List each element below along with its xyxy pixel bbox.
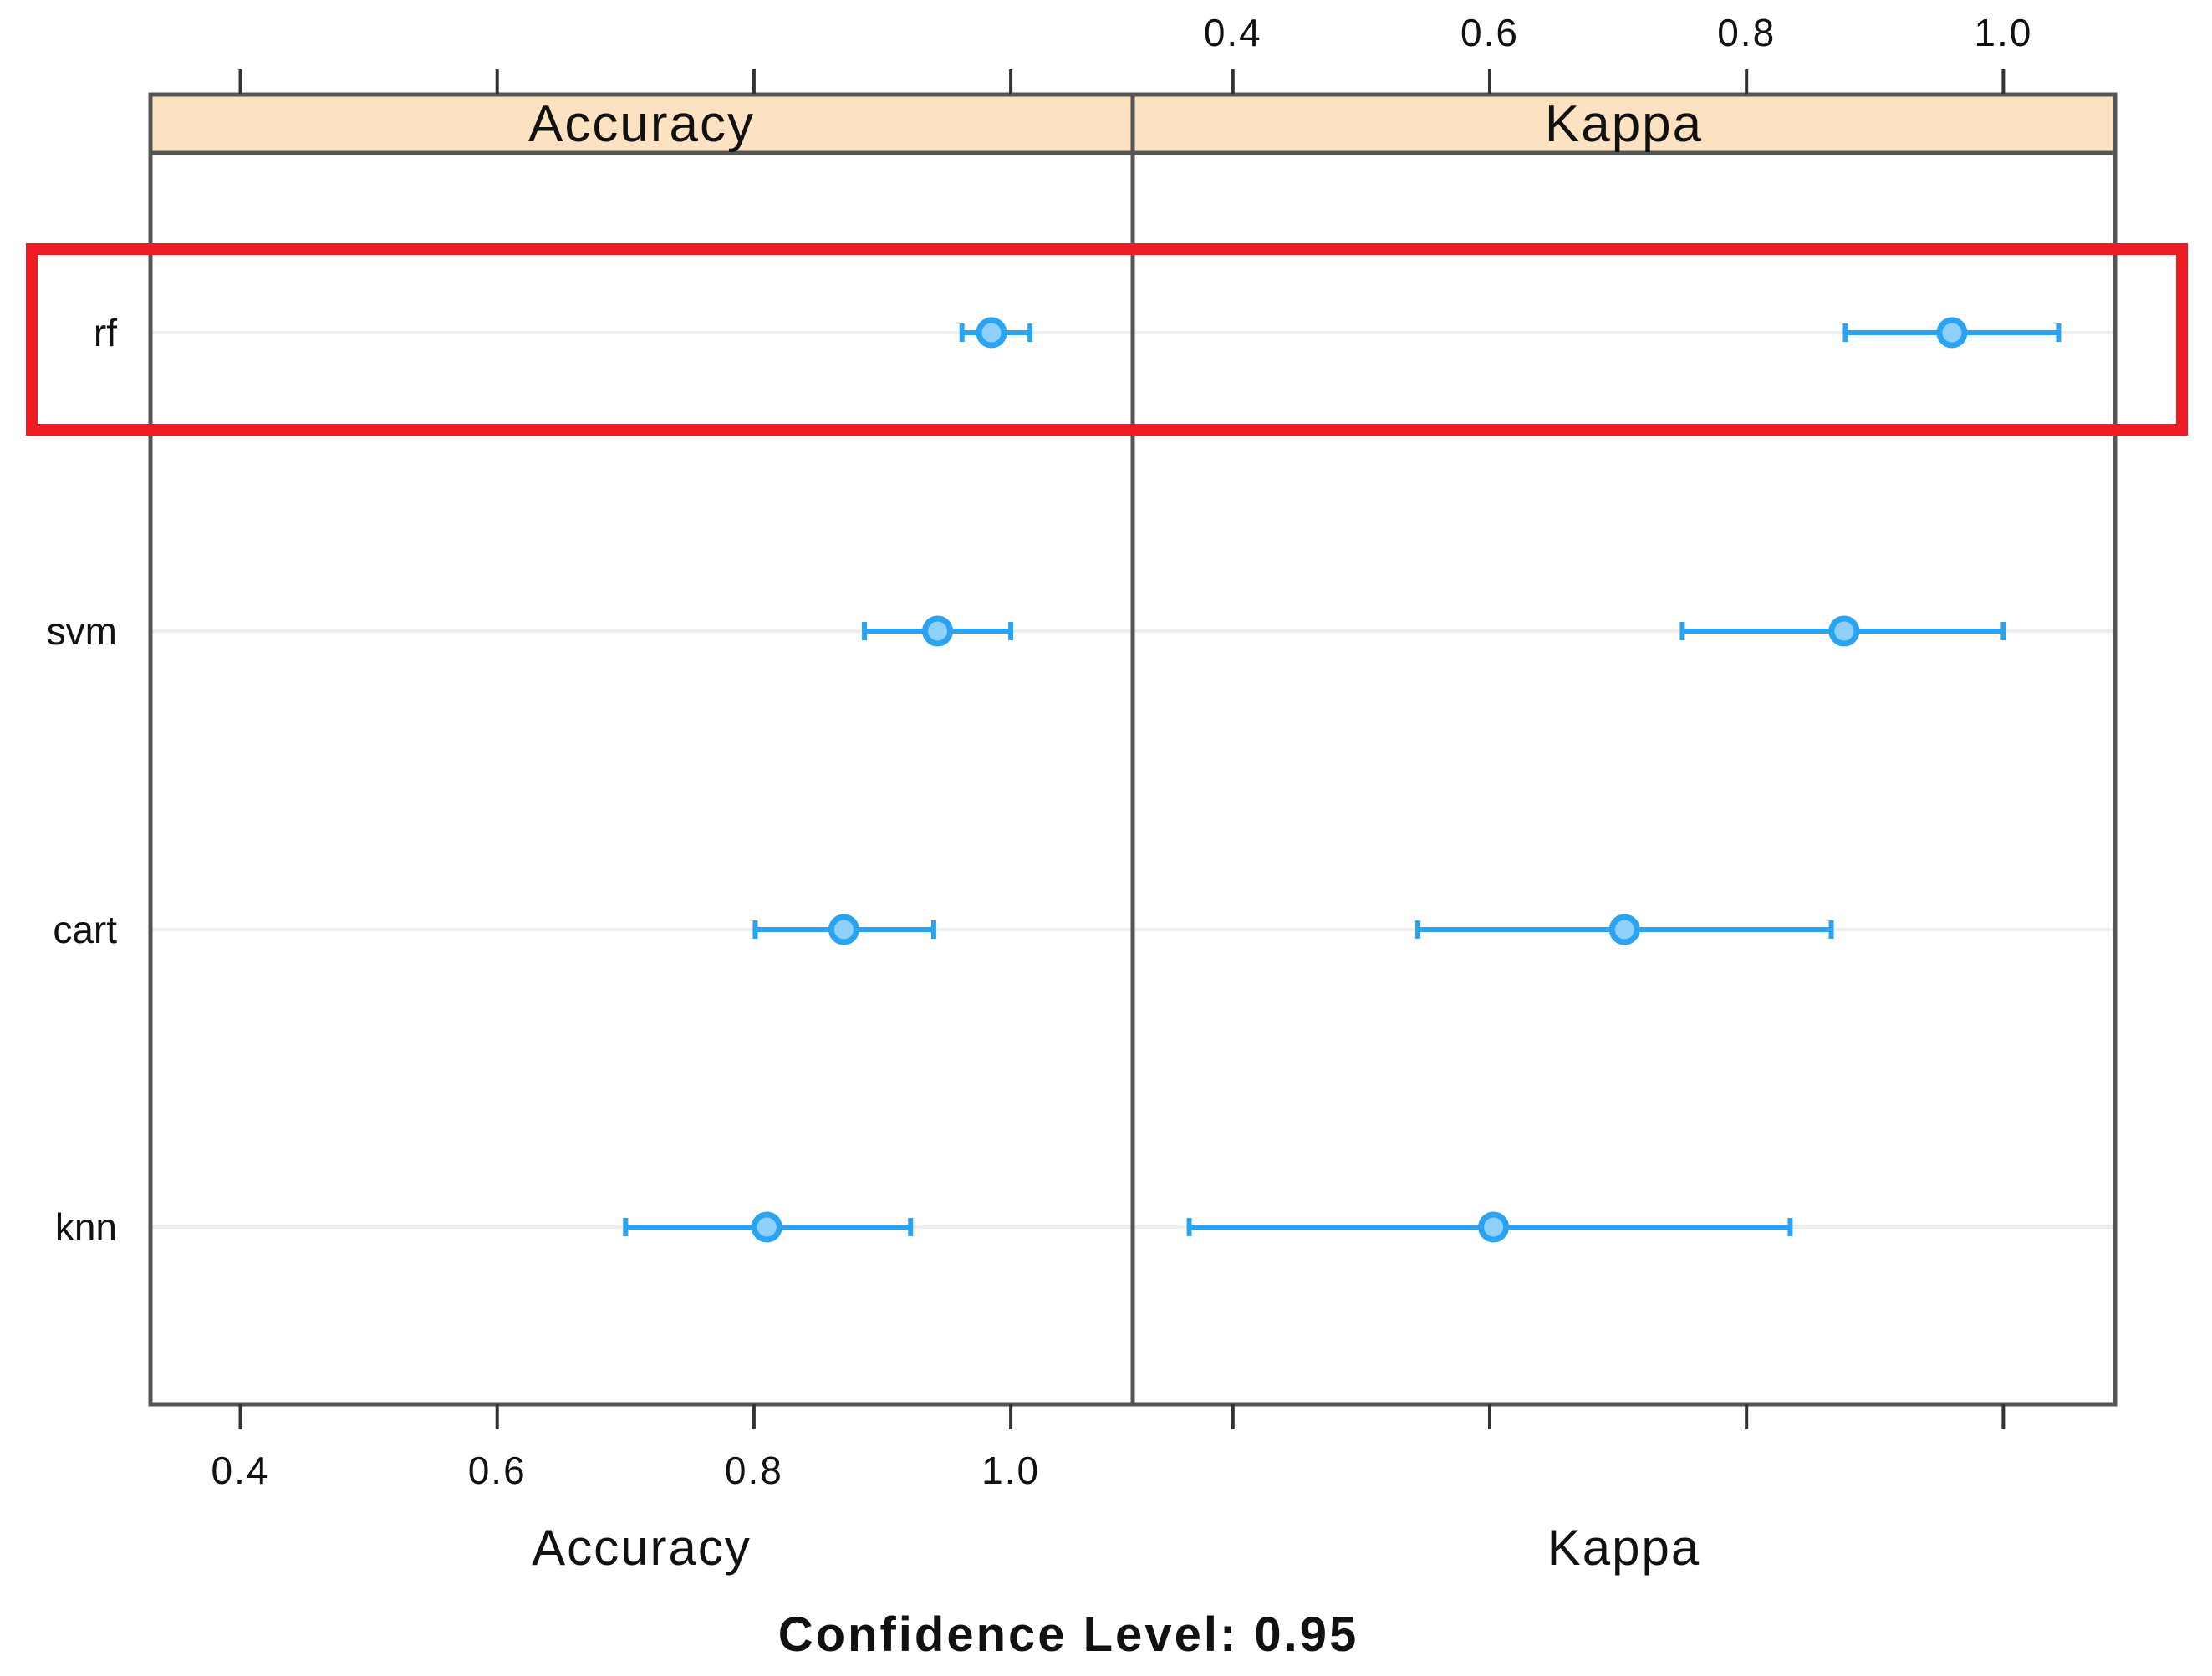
kappa-point-knn: [1478, 1211, 1510, 1243]
kappa-tick-label-3: 1.0: [1974, 11, 2032, 54]
kappa-tick-label-0: 0.4: [1204, 11, 1262, 54]
model-label-svm: svm: [47, 609, 117, 653]
axis-titles: Accuracy Kappa: [532, 1520, 1701, 1576]
axis-ticks: 0.4 0.6 0.8 1.0 0.4 0.6 0.8 1.0: [212, 11, 2032, 1492]
accuracy-axis-title: Accuracy: [532, 1520, 752, 1576]
accuracy-tick-label-2: 0.8: [725, 1449, 783, 1492]
accuracy-tick-label-3: 1.0: [981, 1449, 1040, 1492]
kappa-tick-label-2: 0.8: [1717, 11, 1776, 54]
accuracy-strip: [148, 92, 1135, 155]
accuracy-point-rf: [976, 317, 1007, 349]
kappa-strip-label: Kappa: [1545, 95, 1703, 153]
accuracy-tick-label-1: 0.6: [468, 1449, 527, 1492]
kappa-point-cart: [1608, 914, 1640, 945]
accuracy-tick-label-0: 0.4: [212, 1449, 270, 1492]
accuracy-strip-label: Accuracy: [528, 95, 755, 153]
kappa-panel-frame: [1130, 92, 2118, 1407]
model-label-rf: rf: [94, 311, 117, 354]
kappa-tick-label-1: 0.6: [1460, 11, 1519, 54]
model-label-cart: cart: [53, 908, 117, 951]
highlight-box-rf: [26, 243, 2188, 436]
kappa-axis-title: Kappa: [1547, 1520, 1701, 1576]
kappa-point-svm: [1828, 615, 1860, 647]
strip-headers: Accuracy Kappa: [148, 92, 2118, 155]
accuracy-point-knn: [751, 1211, 782, 1243]
accuracy-point-svm: [922, 615, 954, 647]
confidence-intervals: [623, 317, 2062, 1243]
model-labels: rf svm cart knn: [47, 311, 118, 1249]
accuracy-point-cart: [828, 914, 859, 945]
model-label-knn: knn: [55, 1205, 117, 1249]
panel-frames: [148, 92, 2118, 1407]
kappa-point-rf: [1936, 317, 1968, 349]
confidence-level-label: Confidence Level: 0.95: [778, 1607, 1359, 1662]
